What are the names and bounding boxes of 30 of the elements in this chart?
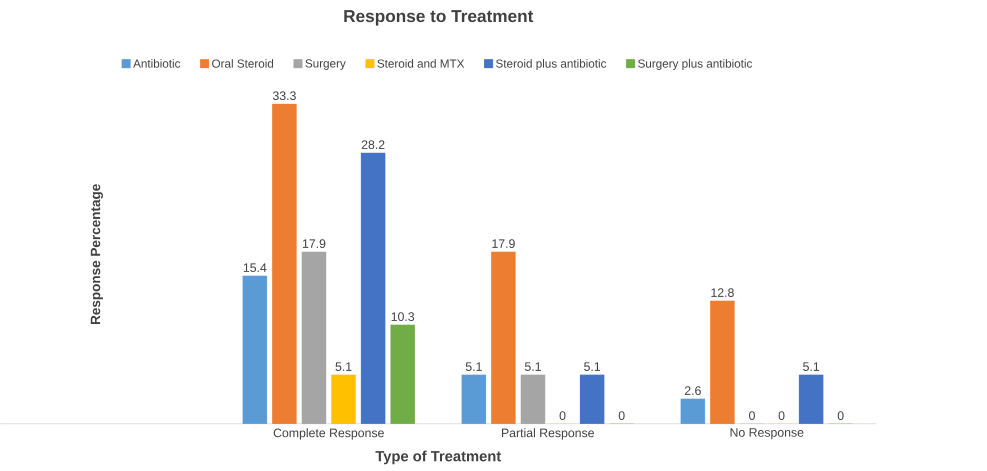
data-label: 28.2 bbox=[362, 140, 384, 150]
x-tick-label: No Response bbox=[730, 428, 804, 440]
legend-label: Surgery plus antibiotic bbox=[638, 59, 752, 70]
data-label: 0 bbox=[838, 411, 844, 420]
data-label: 0 bbox=[778, 411, 784, 420]
data-label: 0 bbox=[618, 411, 625, 420]
data-label: 17.9 bbox=[492, 240, 515, 248]
data-label: 5.1 bbox=[524, 362, 541, 372]
chart-title: Response to Treatment bbox=[344, 10, 534, 26]
data-label: 5.1 bbox=[803, 362, 820, 372]
legend-label: Oral Steroid bbox=[212, 59, 274, 68]
x-axis-title: Type of Treatment bbox=[375, 450, 502, 465]
data-label: 15.4 bbox=[244, 264, 266, 272]
legend-label: Antibiotic bbox=[133, 59, 180, 68]
data-label: 5.1 bbox=[336, 362, 352, 372]
data-label: 5.1 bbox=[584, 362, 600, 372]
data-label: 12.8 bbox=[711, 288, 734, 298]
legend-label: Surgery bbox=[305, 60, 346, 70]
x-tick-label: Complete Response bbox=[274, 428, 384, 440]
data-label: 0 bbox=[560, 411, 566, 420]
data-label: 5.1 bbox=[466, 362, 482, 372]
y-axis-title: Response Percentage bbox=[90, 184, 103, 324]
legend-label: Steroid plus antibiotic bbox=[496, 59, 606, 70]
data-label: 33.3 bbox=[272, 92, 296, 100]
data-label: 0 bbox=[749, 411, 755, 420]
data-label: 17.9 bbox=[302, 240, 326, 248]
x-tick-label: Partial Response bbox=[502, 428, 594, 440]
data-label: 2.6 bbox=[684, 386, 701, 396]
data-label: 10.3 bbox=[392, 312, 414, 322]
legend-label: Steroid and MTX bbox=[377, 59, 464, 68]
